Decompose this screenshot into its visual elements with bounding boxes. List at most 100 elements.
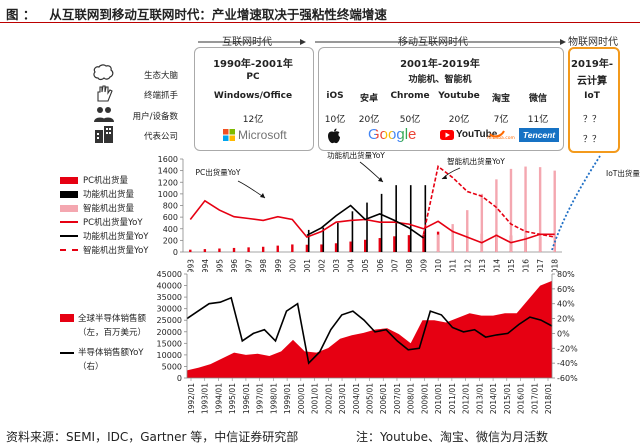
alibaba-wordmark: Alibaba.com: [487, 136, 515, 141]
title-rule: [0, 22, 640, 23]
brain-icon: [93, 64, 114, 81]
y-tick-label-left: 800: [163, 202, 178, 211]
legend-label-semi-yoy: 半导体销售额YoY （右）: [78, 348, 144, 372]
bar-功能机出货量-2005: [366, 202, 368, 252]
users-ios: 10亿: [324, 115, 346, 125]
internet-period: 1990年-2001年: [213, 59, 293, 70]
y-tick-label-right: -40%: [557, 359, 578, 368]
x-tick-label: 1995: [215, 259, 224, 272]
area-semiconductor-sales: [187, 280, 552, 378]
legend-smart-yoy: 智能机出货量YoY: [60, 244, 148, 256]
internet-users: 12亿: [242, 115, 264, 125]
bar-PC机出货量-1998: [261, 246, 265, 252]
era-label-internet: 互联网时代: [222, 37, 272, 48]
x-tick-label: 2001: [303, 259, 312, 272]
x-tick-label: 1992/01: [187, 383, 196, 414]
era-arrows: [198, 39, 566, 45]
annotation-smart-arrowhead: [442, 175, 447, 179]
bar-功能机出货量-2009: [424, 185, 427, 252]
users-wechat: 11亿: [527, 115, 549, 125]
mobile-period: 2001年-2019年: [400, 59, 480, 70]
bar-PC机出货量-2004: [349, 241, 352, 252]
iot-trend-line: [551, 155, 601, 251]
line-semiconductor-yoy: [186, 296, 553, 365]
y-tick-label-left: 40000: [157, 282, 182, 291]
x-tick-label: 1993/01: [201, 383, 210, 414]
bar-功能机出货量-2003: [337, 222, 339, 252]
x-tick-label: 2002/01: [324, 383, 333, 414]
google-logo: Google: [368, 126, 416, 143]
annotation-feature-arrowhead: [378, 177, 383, 182]
tencent-wordmark: Tencent: [522, 130, 556, 140]
y-tick-label-right: 20%: [557, 315, 575, 324]
microsoft-wordmark: Microsoft: [238, 128, 287, 142]
legend-feature-yoy: 功能机出货量YoY: [60, 230, 148, 242]
bar-PC机出货量-2002: [320, 244, 323, 252]
x-tick-label: 2006: [376, 259, 385, 272]
x-tick-label: 2004/01: [352, 383, 361, 414]
annotation-feature-yoy: 功能机出货量YoY: [327, 150, 385, 160]
annotation-iot-yoy: IoT出货量YoY: [606, 168, 640, 178]
line-PC机出货量YoY: [189, 199, 555, 244]
legend-label-feature-yoy: 功能机出货量YoY: [83, 232, 149, 242]
row-label-terminal: 终端抓手: [143, 91, 178, 101]
bar-PC机出货量-2006: [378, 238, 381, 252]
youtube-play-icon: [440, 129, 454, 140]
legend-swatch-feature-yoy: [60, 235, 78, 237]
row-label-users: 用户/设备数: [132, 112, 178, 122]
x-tick-label: 1995/01: [228, 383, 237, 414]
users-android: 20亿: [358, 115, 380, 125]
bar-功能机出货量-2008: [409, 185, 412, 252]
hand-icon: [97, 85, 113, 102]
x-tick-label: 2014/01: [489, 383, 498, 414]
y-tick-label-left: 20000: [157, 328, 182, 337]
bar-智能机出货量-2015: [509, 168, 513, 252]
y-tick-label-left: 0: [173, 248, 178, 257]
microsoft-logo: Microsoft: [223, 128, 287, 142]
bar-智能机出货量-2018: [553, 170, 556, 252]
bar-PC机出货量-2005: [364, 239, 367, 252]
users-taobao: 7亿: [493, 115, 509, 125]
x-tick-label: 2009/01: [420, 383, 429, 414]
y-tick-label-left: 1600: [158, 155, 178, 164]
iot-platform: IoT: [584, 91, 600, 101]
arrow-mobile-head: [560, 39, 566, 45]
x-tick-label: 2015/01: [503, 383, 512, 414]
legend-swatch-semi-yoy: [60, 352, 74, 354]
x-tick-label: 2011/01: [448, 383, 457, 414]
x-tick-label: 2013: [478, 259, 487, 272]
platform-wechat: 微信: [528, 94, 547, 104]
x-tick-label: 1997/01: [256, 383, 265, 414]
x-tick-label: 2015: [507, 259, 516, 272]
iot-company: ？？: [582, 135, 601, 145]
legend-feature-units: 功能机出货量: [60, 188, 134, 200]
bar-智能机出货量-2016: [524, 166, 527, 252]
era-label-mobile: 移动互联网时代: [398, 37, 468, 48]
legend-label-feature: 功能机出货量: [83, 190, 135, 200]
source-note: 资料来源：SEMI，IDC，Gartner 等，中信证券研究部: [6, 430, 299, 444]
row-label-brain: 生态大脑: [143, 71, 178, 81]
platform-youtube: Youtube: [438, 91, 480, 101]
y-tick-label-left: 0: [177, 374, 182, 383]
x-tick-label: 1996/01: [242, 383, 251, 414]
legend-swatch-smart-yoy: [60, 249, 78, 251]
annotation-pc-yoy: PC出货量YoY: [195, 167, 240, 177]
users-youtube: 20亿: [448, 115, 470, 125]
x-tick-label: 2003: [332, 259, 341, 272]
figure-title-text: 从互联网到移动互联网时代：产业增速取决于强粘性终端增速: [49, 7, 387, 22]
legend-semi-yoy: 半导体销售额YoY （右）: [60, 346, 143, 374]
bar-PC机出货量-2007: [393, 236, 396, 252]
x-tick-label: 2010: [434, 259, 443, 272]
x-tick-label: 2009: [420, 259, 429, 272]
row-label-company: 代表公司: [143, 132, 178, 142]
bar-PC机出货量-1995: [218, 248, 221, 252]
annotation-pc-arrowhead: [260, 193, 265, 198]
youtube-logo: YouTube: [440, 129, 497, 140]
apple-logo-icon: [328, 128, 340, 144]
x-tick-label: 2003/01: [338, 383, 347, 414]
y-tick-label-right: -60%: [557, 374, 578, 383]
platform-chrome: Chrome: [390, 91, 430, 101]
legend-pc-units: PC机出货量: [60, 174, 128, 186]
bar-功能机出货量-2007: [395, 185, 397, 252]
x-tick-label: 2011: [449, 259, 458, 272]
